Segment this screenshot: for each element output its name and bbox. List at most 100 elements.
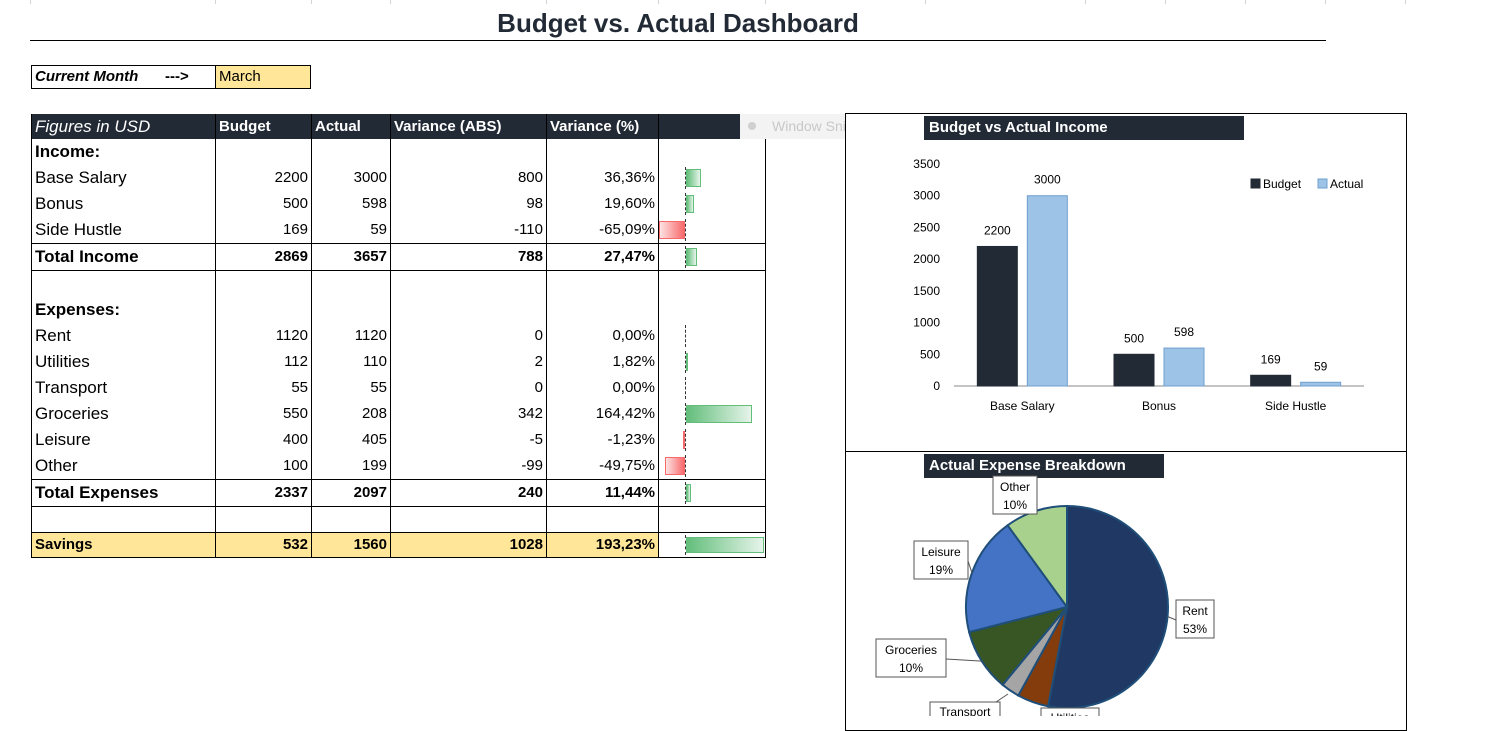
empty-cell[interactable] (311, 139, 391, 165)
variance-pct-cell[interactable]: 19,60% (546, 191, 659, 217)
row-label[interactable]: Rent (31, 322, 216, 349)
variance-abs-cell[interactable]: 2 (390, 348, 547, 375)
variance-pct-cell[interactable]: 36,36% (546, 165, 659, 191)
empty-cell[interactable] (390, 139, 547, 165)
empty-cell[interactable] (311, 296, 391, 323)
current-month-label-cell[interactable]: Current Month ---> (31, 65, 216, 89)
expenses-section-label[interactable]: Expenses: (31, 296, 216, 323)
empty-cell[interactable] (311, 506, 391, 532)
variance-abs-cell[interactable]: 342 (390, 400, 547, 427)
actual-cell[interactable]: 405 (311, 426, 391, 453)
empty-cell[interactable] (390, 296, 547, 323)
databar-cell[interactable] (658, 270, 766, 297)
actual-cell[interactable]: 208 (311, 400, 391, 427)
empty-cell[interactable] (215, 506, 312, 532)
row-label[interactable]: Side Hustle (31, 217, 216, 244)
row-label[interactable]: Groceries (31, 400, 216, 427)
databar-cell[interactable] (658, 217, 766, 244)
variance-abs-cell[interactable]: 0 (390, 322, 547, 349)
variance-pct-cell[interactable]: -1,23% (546, 426, 659, 453)
databar-cell[interactable] (658, 139, 766, 165)
row-label[interactable]: Base Salary (31, 165, 216, 191)
empty-cell[interactable] (215, 270, 312, 297)
variance-pct-cell[interactable]: -49,75% (546, 452, 659, 479)
empty-cell[interactable] (311, 270, 391, 297)
databar-cell[interactable] (658, 531, 766, 558)
databar-cell[interactable] (658, 243, 766, 271)
empty-cell[interactable] (546, 506, 659, 532)
row-label[interactable]: Transport (31, 374, 216, 401)
variance-pct-cell[interactable]: 0,00% (546, 322, 659, 349)
budget-cell[interactable]: 550 (215, 400, 312, 427)
variance-abs-cell[interactable]: 240 (390, 478, 547, 507)
row-label[interactable]: Total Expenses (31, 478, 216, 507)
budget-cell[interactable]: 1120 (215, 322, 312, 349)
databar-cell[interactable] (658, 374, 766, 401)
variance-pct-cell[interactable]: 0,00% (546, 374, 659, 401)
actual-cell[interactable]: 3000 (311, 165, 391, 191)
databar-cell[interactable] (658, 478, 766, 507)
actual-cell[interactable]: 2097 (311, 478, 391, 507)
databar-cell[interactable] (658, 506, 766, 532)
actual-cell[interactable]: 59 (311, 217, 391, 244)
empty-cell[interactable] (215, 296, 312, 323)
databar-cell[interactable] (658, 322, 766, 349)
databar-cell[interactable] (658, 191, 766, 217)
row-label[interactable]: Utilities (31, 348, 216, 375)
row-label[interactable]: Bonus (31, 191, 216, 217)
variance-abs-cell[interactable]: -99 (390, 452, 547, 479)
row-label[interactable]: Leisure (31, 426, 216, 453)
empty-cell[interactable] (31, 270, 216, 297)
row-label[interactable]: Savings (31, 531, 216, 558)
actual-cell[interactable]: 199 (311, 452, 391, 479)
databar-cell[interactable] (658, 426, 766, 453)
databar-cell[interactable] (658, 348, 766, 375)
variance-abs-cell[interactable]: 800 (390, 165, 547, 191)
income-section-label[interactable]: Income: (31, 139, 216, 165)
current-month-value-cell[interactable]: March (215, 65, 311, 89)
variance-pct-cell[interactable]: 27,47% (546, 243, 659, 271)
empty-cell[interactable] (215, 139, 312, 165)
databar-cell[interactable] (658, 165, 766, 191)
variance-abs-cell[interactable]: 98 (390, 191, 547, 217)
variance-abs-cell[interactable]: -5 (390, 426, 547, 453)
header-figures[interactable]: Figures in USD (31, 114, 216, 139)
variance-pct-cell[interactable]: 1,82% (546, 348, 659, 375)
budget-cell[interactable]: 532 (215, 531, 312, 558)
variance-pct-cell[interactable]: 164,42% (546, 400, 659, 427)
variance-abs-cell[interactable]: 1028 (390, 531, 547, 558)
actual-cell[interactable]: 1120 (311, 322, 391, 349)
budget-cell[interactable]: 2200 (215, 165, 312, 191)
budget-cell[interactable]: 2869 (215, 243, 312, 271)
variance-abs-cell[interactable]: 788 (390, 243, 547, 271)
actual-cell[interactable]: 598 (311, 191, 391, 217)
actual-cell[interactable]: 55 (311, 374, 391, 401)
databar-cell[interactable] (658, 400, 766, 427)
income-chart-frame[interactable]: Budget vs Actual Income 0 500 1000 1500 2000… (845, 113, 1407, 452)
variance-pct-cell[interactable]: 11,44% (546, 478, 659, 507)
variance-abs-cell[interactable]: 0 (390, 374, 547, 401)
header-actual[interactable]: Actual (311, 114, 391, 139)
budget-cell[interactable]: 2337 (215, 478, 312, 507)
actual-cell[interactable]: 110 (311, 348, 391, 375)
empty-cell[interactable] (546, 270, 659, 297)
actual-cell[interactable]: 3657 (311, 243, 391, 271)
empty-cell[interactable] (546, 296, 659, 323)
variance-pct-cell[interactable]: -65,09% (546, 217, 659, 244)
budget-cell[interactable]: 100 (215, 452, 312, 479)
empty-cell[interactable] (390, 506, 547, 532)
variance-pct-cell[interactable]: 193,23% (546, 531, 659, 558)
header-budget[interactable]: Budget (215, 114, 312, 139)
row-label[interactable]: Other (31, 452, 216, 479)
row-label[interactable]: Total Income (31, 243, 216, 271)
empty-cell[interactable] (546, 139, 659, 165)
header-variance-pct[interactable]: Variance (%) (546, 114, 659, 139)
empty-cell[interactable] (31, 506, 216, 532)
empty-cell[interactable] (390, 270, 547, 297)
budget-cell[interactable]: 55 (215, 374, 312, 401)
budget-cell[interactable]: 112 (215, 348, 312, 375)
budget-cell[interactable]: 400 (215, 426, 312, 453)
actual-cell[interactable]: 1560 (311, 531, 391, 558)
variance-abs-cell[interactable]: -110 (390, 217, 547, 244)
budget-cell[interactable]: 500 (215, 191, 312, 217)
